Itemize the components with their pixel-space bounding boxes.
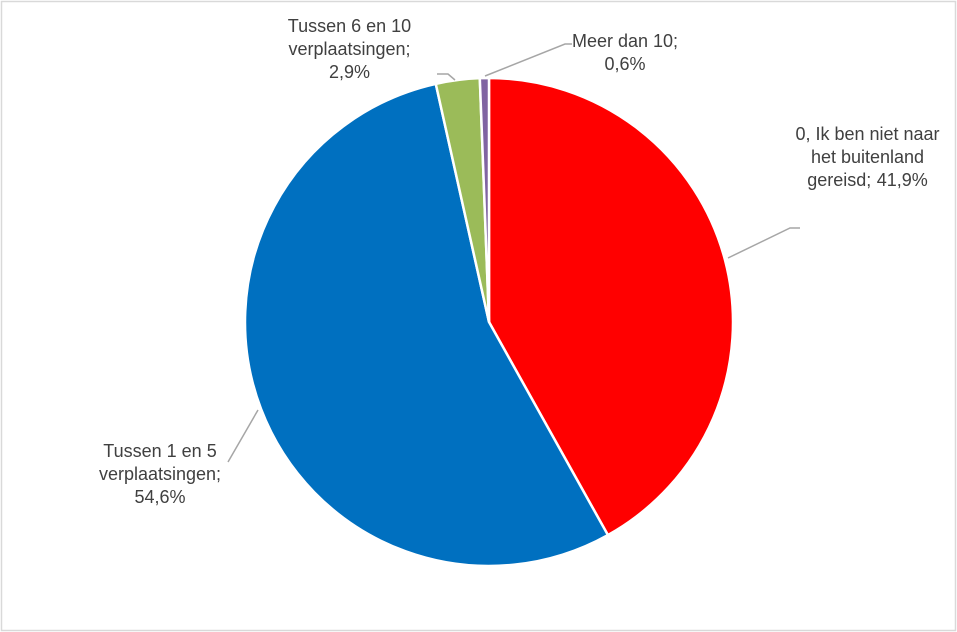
label-category: Tussen 1 en 5 verplaatsingen; [98,441,222,484]
leader-line [484,43,572,77]
leader-line [437,73,456,81]
label-value: 0,6% [604,54,646,74]
leader-line [227,409,259,463]
pie-slice [243,82,610,568]
label-category: Tussen 6 en 10 verplaatsingen; [287,16,412,59]
data-label: Meer dan 10; 0,6% [565,30,685,76]
label-value: 54,6% [134,487,186,507]
leader-line [727,227,800,259]
pie-slice [478,76,491,323]
label-value: 41,9% [876,170,928,190]
label-category: 0, Ik ben niet naar het buitenland gerei… [795,124,940,190]
data-label: 0, Ik ben niet naar het buitenland gerei… [785,123,950,192]
pie-slice [487,76,735,537]
label-value: 2,9% [328,62,371,82]
label-category: Meer dan 10; [571,31,679,51]
data-label: Tussen 6 en 10 verplaatsingen; 2,9% [262,15,437,84]
data-label: Tussen 1 en 5 verplaatsingen; 54,6% [70,440,250,509]
